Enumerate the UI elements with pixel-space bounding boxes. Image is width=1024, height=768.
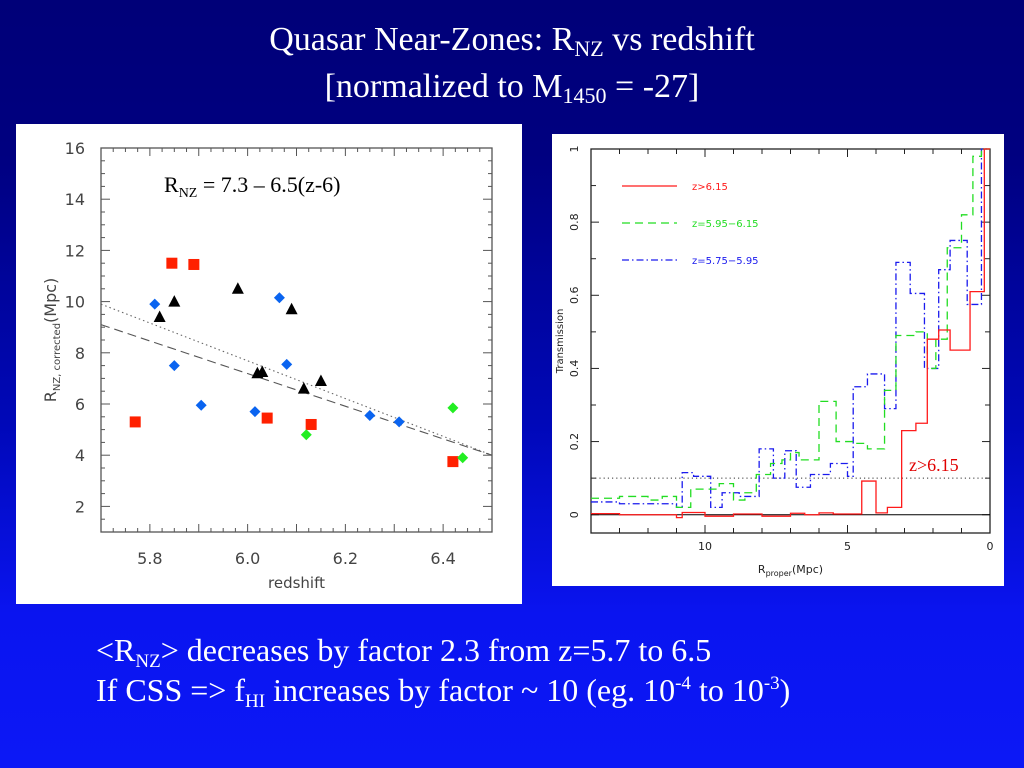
transmission-plot: 10 5 0 0 0.2 0.4 0.6 0.8 1 Rproper(Mpc) Transmissi… — [555, 146, 994, 579]
plot-frame — [100, 147, 493, 533]
blue-diamonds-point — [249, 406, 261, 418]
bullet-superscript: -4 — [675, 673, 691, 694]
bullet-text: If CSS => f — [96, 672, 245, 708]
annotation-main: R — [164, 172, 179, 197]
red-squares-point — [261, 412, 273, 424]
transmission-plot-panel: 10 5 0 0 0.2 0.4 0.6 0.8 1 Rproper(Mpc) Transmissi… — [552, 134, 1004, 586]
x-tick-label: 6.2 — [333, 549, 358, 568]
y-tick-label: 0.6 — [568, 287, 581, 305]
black-triangles-point — [256, 365, 269, 377]
y-tick-label: 0.2 — [568, 433, 581, 451]
black-triangles-point — [285, 302, 298, 315]
dotted-fit-line — [100, 303, 493, 456]
title-subscript: NZ — [574, 36, 604, 61]
legend-label: z=5.75−5.95 — [692, 256, 759, 267]
bullet-subscript: HI — [245, 691, 266, 712]
blue-diamonds-point — [393, 416, 405, 428]
y-tick-label: 16 — [65, 139, 85, 158]
y-axis-label-main: R — [41, 391, 60, 402]
red-squares-point — [188, 258, 200, 270]
bullet-text: increases by factor ~ 10 (eg. 10 — [265, 672, 676, 708]
blue-diamonds-point — [149, 298, 161, 310]
black-triangles-point — [153, 310, 166, 322]
black-triangles-point — [297, 382, 310, 394]
bullet-2: If CSS => fHI increases by factor ~ 10 (… — [96, 670, 791, 712]
blue-diamonds-point — [364, 410, 376, 422]
x-tick-label: 5.8 — [137, 549, 162, 568]
red-squares-point — [166, 257, 178, 269]
black-triangles-point — [168, 295, 181, 307]
x-tick-label: 5 — [844, 540, 851, 553]
x-tick-label: 0 — [987, 540, 994, 553]
green-diamonds-point — [457, 452, 469, 464]
dashed-fit-line — [100, 324, 493, 456]
x-axis-label-main: R — [758, 563, 766, 576]
summary-bullets: <RNZ> decreases by factor 2.3 from z=5.7… — [96, 630, 791, 712]
y-tick-label: 1 — [568, 146, 581, 153]
bullet-text: > decreases by factor 2.3 from z=5.7 to … — [160, 632, 712, 668]
series-z-6-15-line — [591, 148, 990, 519]
y-tick-label: 0.4 — [568, 360, 581, 378]
y-tick-label: 8 — [75, 344, 85, 363]
green-diamonds-point — [447, 402, 459, 414]
scatter-plot-panel: 5.8 6.0 6.2 6.4 2 4 6 8 10 12 14 16 redshift RNZ, cor… — [16, 124, 522, 604]
plot-frame — [590, 148, 991, 534]
annotation-rest: = 7.3 – 6.5(z-6) — [197, 172, 340, 197]
title-text: Quasar Near-Zones: R — [269, 21, 575, 58]
black-triangles-point — [314, 374, 327, 386]
bullet-text: ) — [779, 672, 791, 708]
title-text: [normalized to M — [324, 68, 563, 105]
y-axis-label: Transmission — [555, 309, 566, 375]
series-z-5-95-6-15-line — [591, 148, 990, 509]
y-axis-label: RNZ, corrected(Mpc) — [41, 278, 63, 403]
x-axis-label: redshift — [268, 574, 325, 592]
x-axis-label-sub: proper — [766, 569, 793, 578]
x-tick-label: 10 — [698, 540, 712, 553]
x-tick-label: 6.0 — [235, 549, 260, 568]
bullet-subscript: NZ — [135, 651, 161, 672]
title-subscript: 1450 — [562, 83, 607, 108]
black-triangles-point — [231, 282, 244, 294]
y-tick-label: 2 — [75, 497, 85, 516]
legend-label: z>6.15 — [692, 182, 728, 193]
bullet-superscript: -3 — [763, 673, 780, 694]
y-tick-label: 0.8 — [568, 213, 581, 231]
y-axis-label-sub: NZ, corrected — [52, 323, 63, 391]
y-axis-label-unit: (Mpc) — [41, 278, 60, 323]
blue-diamonds-point — [281, 358, 293, 370]
x-tick-label: 6.4 — [430, 549, 455, 568]
z-annotation: z>6.15 — [909, 455, 959, 475]
slide-title-line1: Quasar Near-Zones: RNZ vs redshift — [0, 20, 1024, 60]
y-tick-label: 0 — [568, 511, 581, 518]
slide-title-line2: [normalized to M1450 = -27] — [0, 67, 1024, 107]
y-tick-label: 14 — [65, 190, 85, 209]
y-tick-label: 4 — [75, 446, 85, 465]
green-diamonds-point — [300, 429, 312, 441]
red-squares-point — [129, 416, 141, 428]
annotation-sub: NZ — [179, 186, 198, 201]
y-tick-label: 6 — [75, 395, 85, 414]
y-tick-label: 12 — [65, 241, 85, 260]
y-tick-label: 10 — [65, 293, 85, 312]
x-axis-label: Rproper(Mpc) — [758, 563, 823, 578]
red-squares-point — [447, 456, 459, 468]
legend-label: z=5.95−6.15 — [692, 219, 759, 230]
blue-diamonds-point — [195, 399, 207, 411]
title-text: vs redshift — [603, 21, 755, 58]
blue-diamonds-point — [273, 292, 285, 304]
title-text: = -27] — [606, 68, 700, 105]
bullet-1: <RNZ> decreases by factor 2.3 from z=5.7… — [96, 630, 790, 672]
red-squares-point — [305, 418, 317, 430]
blue-diamonds-point — [168, 360, 180, 372]
fit-equation-annotation: RNZ = 7.3 – 6.5(z-6) — [164, 172, 341, 201]
bullet-text: <R — [96, 632, 136, 668]
x-axis-label-unit: (Mpc) — [792, 563, 823, 576]
bullet-text: to 10 — [690, 672, 764, 708]
